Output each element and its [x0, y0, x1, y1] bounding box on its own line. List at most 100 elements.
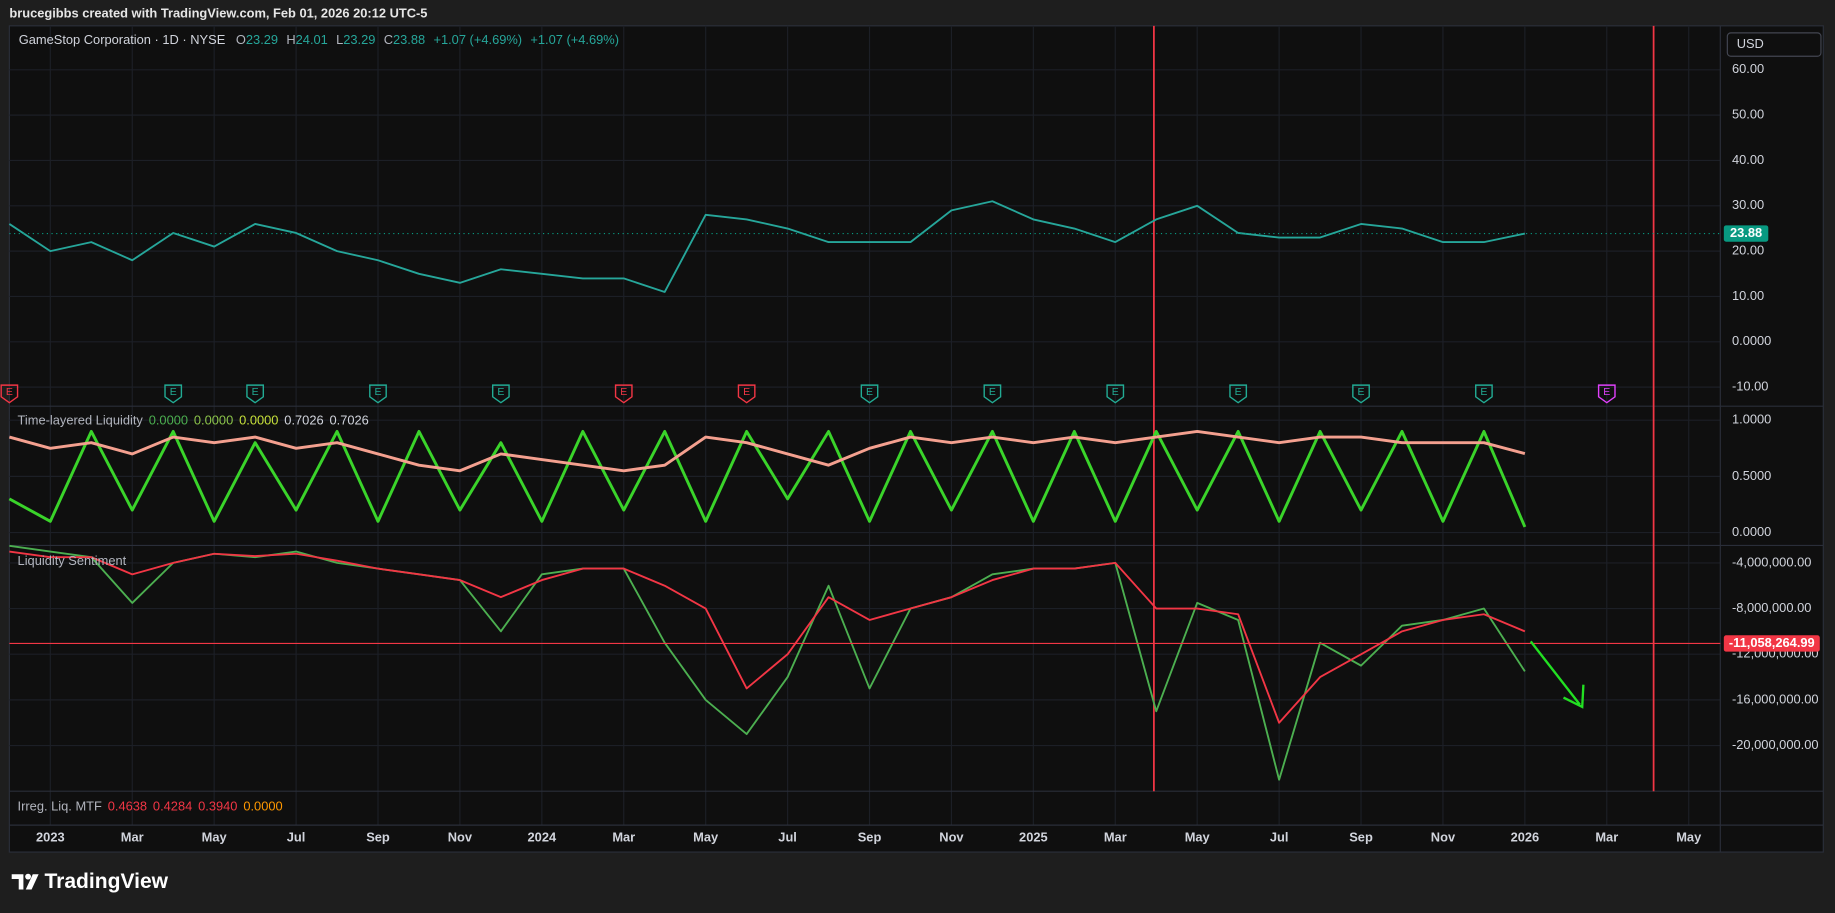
y-tick-label: -4,000,000.00 — [1732, 554, 1811, 569]
indicator-legend: Time-layered Liquidity 0.0000 0.0000 0.0000… — [18, 413, 369, 428]
earnings-marker — [164, 384, 183, 404]
y-tick-label: 0.5000 — [1732, 468, 1771, 483]
symbol: GameStop Corporation · 1D · NYSE — [19, 32, 226, 47]
earnings-label: E — [1480, 386, 1487, 398]
ohlc-label: O — [236, 32, 246, 47]
x-tick-label: Sep — [858, 829, 882, 844]
grid — [9, 25, 1721, 826]
series-line — [9, 550, 1526, 724]
earnings-label: E — [1112, 386, 1119, 398]
earnings-label: E — [1603, 386, 1610, 398]
legend-value: 0.0000 — [239, 413, 278, 428]
earnings-label: E — [374, 386, 381, 398]
x-tick-label: Sep — [366, 829, 390, 844]
currency-button[interactable] — [1726, 32, 1822, 57]
x-tick-label: 2025 — [1019, 829, 1048, 844]
ohlc-label: L — [336, 32, 343, 47]
earnings-label: E — [866, 386, 873, 398]
earnings-marker — [1597, 384, 1616, 404]
currency[interactable]: USD — [1737, 36, 1764, 51]
x-tick-label: May — [693, 829, 719, 844]
y-tick-label: 50.00 — [1732, 107, 1764, 122]
y-tick-label: -10.00 — [1732, 379, 1768, 394]
earnings-marker — [0, 384, 19, 404]
earnings-marker — [369, 384, 387, 404]
earnings-marker — [614, 384, 633, 404]
legend-value: 0.0000 — [243, 799, 282, 814]
x-tick-label: Nov — [1431, 829, 1456, 844]
earnings-label: E — [170, 386, 177, 398]
plot: 2023 Mar May Jul Sep Nov 2024 Mar May Jul Sep Nov 20… — [0, 61, 1820, 844]
legend-value: 0.7026 — [329, 413, 368, 428]
earnings-marker — [1352, 384, 1370, 404]
x-tick-label: Nov — [939, 829, 964, 844]
symbol-legend: GameStop Corporation · 1D · NYSE O23.29 … — [19, 32, 619, 47]
x-tick-label: Sep — [1349, 829, 1373, 844]
ohlc-value: 23.88 — [393, 32, 425, 47]
y-tick-label: 60.00 — [1732, 61, 1764, 76]
x-tick-label: May — [202, 829, 228, 844]
ohlc-value: 24.01 — [296, 32, 328, 47]
y-tick-label: 40.00 — [1732, 152, 1764, 167]
y-tick-label: 20.00 — [1732, 243, 1764, 258]
ohlc-label: H — [286, 32, 295, 47]
y-tick-label: -8,000,000.00 — [1732, 600, 1811, 615]
x-tick-label: Mar — [1104, 829, 1127, 844]
indicator-title: Liquidity Sentiment — [18, 553, 127, 568]
legend-value: 0.4284 — [153, 799, 192, 814]
y-tick-label: 0.0000 — [1732, 333, 1771, 348]
y-tick-label: -16,000,000.00 — [1732, 691, 1819, 706]
y-tick-label: 10.00 — [1732, 288, 1764, 303]
legend-value: 0.4638 — [108, 799, 147, 814]
change: +1.07 (+4.69%) — [433, 32, 522, 47]
earnings-label: E — [6, 386, 13, 398]
y-tick-label: 30.00 — [1732, 197, 1764, 212]
series-line — [8, 429, 1527, 528]
arrow-drawing — [1529, 640, 1585, 709]
x-tick-label: May — [1676, 829, 1702, 844]
x-tick-label: 2023 — [36, 829, 65, 844]
change: +1.07 (+4.69%) — [530, 32, 619, 47]
earnings-label: E — [743, 386, 750, 398]
earnings-label: E — [1235, 386, 1242, 398]
x-tick-label: Jul — [1270, 829, 1289, 844]
ohlc-value: 23.29 — [246, 32, 278, 47]
earnings-marker — [246, 384, 265, 404]
series-line — [8, 429, 1526, 473]
earnings-marker — [1475, 384, 1493, 404]
x-tick-label: Mar — [1595, 829, 1618, 844]
legend-value: 0.3940 — [198, 799, 237, 814]
indicator-legend: Liquidity Sentiment — [18, 553, 127, 568]
footer-logo-icon — [11, 873, 39, 890]
earnings-marker — [737, 384, 756, 404]
x-tick-label: Nov — [448, 829, 473, 844]
y-tick-label: 1.0000 — [1732, 412, 1771, 427]
legend-value: 0.0000 — [149, 413, 188, 428]
x-tick-label: Jul — [778, 829, 797, 844]
x-tick-label: Mar — [121, 829, 144, 844]
indicator-title: Irreg. Liq. MTF — [18, 799, 102, 814]
x-tick-label: 2024 — [528, 829, 557, 844]
header-text: brucegibbs created with TradingView.com,… — [9, 6, 427, 21]
earnings-marker — [1106, 384, 1125, 404]
footer-logo: TradingView — [44, 870, 168, 893]
hline-label: -11,058,264.99 — [1729, 635, 1815, 650]
legend-value: 0.0000 — [194, 413, 233, 428]
earnings-label: E — [620, 386, 627, 398]
x-tick-label: 2026 — [1511, 829, 1540, 844]
earnings-label: E — [497, 386, 504, 398]
x-tick-label: Mar — [612, 829, 635, 844]
last-price-box — [1723, 225, 1769, 242]
hline-box — [1723, 635, 1820, 652]
ohlc-value: 23.29 — [343, 32, 375, 47]
y-tick-label: 0.0000 — [1732, 524, 1771, 539]
last-price-label: 23.88 — [1730, 225, 1762, 240]
earnings-marker — [491, 384, 510, 404]
earnings-label: E — [989, 386, 996, 398]
x-tick-label: May — [1185, 829, 1211, 844]
earnings-label: E — [1358, 386, 1365, 398]
earnings-marker — [860, 384, 879, 404]
indicator-title: Time-layered Liquidity — [18, 413, 144, 428]
earnings-label: E — [252, 386, 259, 398]
